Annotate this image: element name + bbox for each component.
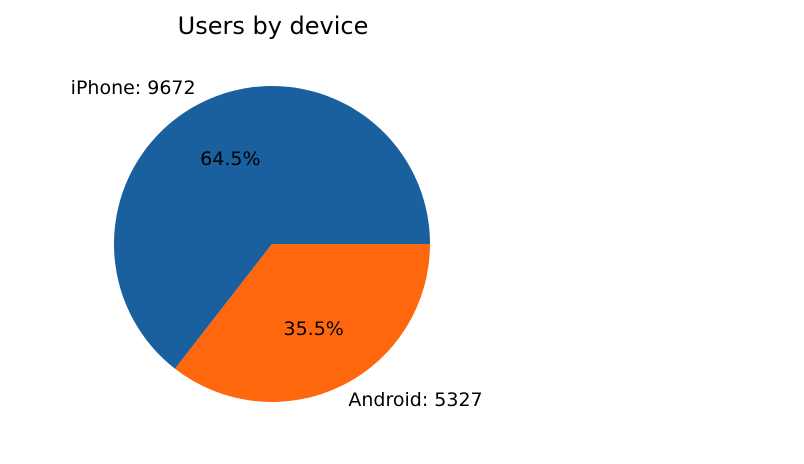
pie-slice-label-android: Android: 5327 — [348, 389, 482, 411]
pie-percent-label-iphone: 64.5% — [200, 148, 260, 170]
chart-title: Users by device — [178, 12, 369, 40]
pie-slice-label-iphone: iPhone: 9672 — [71, 77, 196, 99]
pie-slices — [113, 86, 431, 403]
pie-labels: 64.5% iPhone: 9672 35.5% Android: 5327 — [71, 77, 483, 411]
pie-slice-iphone — [113, 86, 431, 369]
pie-percent-label-android: 35.5% — [283, 318, 343, 340]
pie-slice-android — [175, 244, 430, 403]
